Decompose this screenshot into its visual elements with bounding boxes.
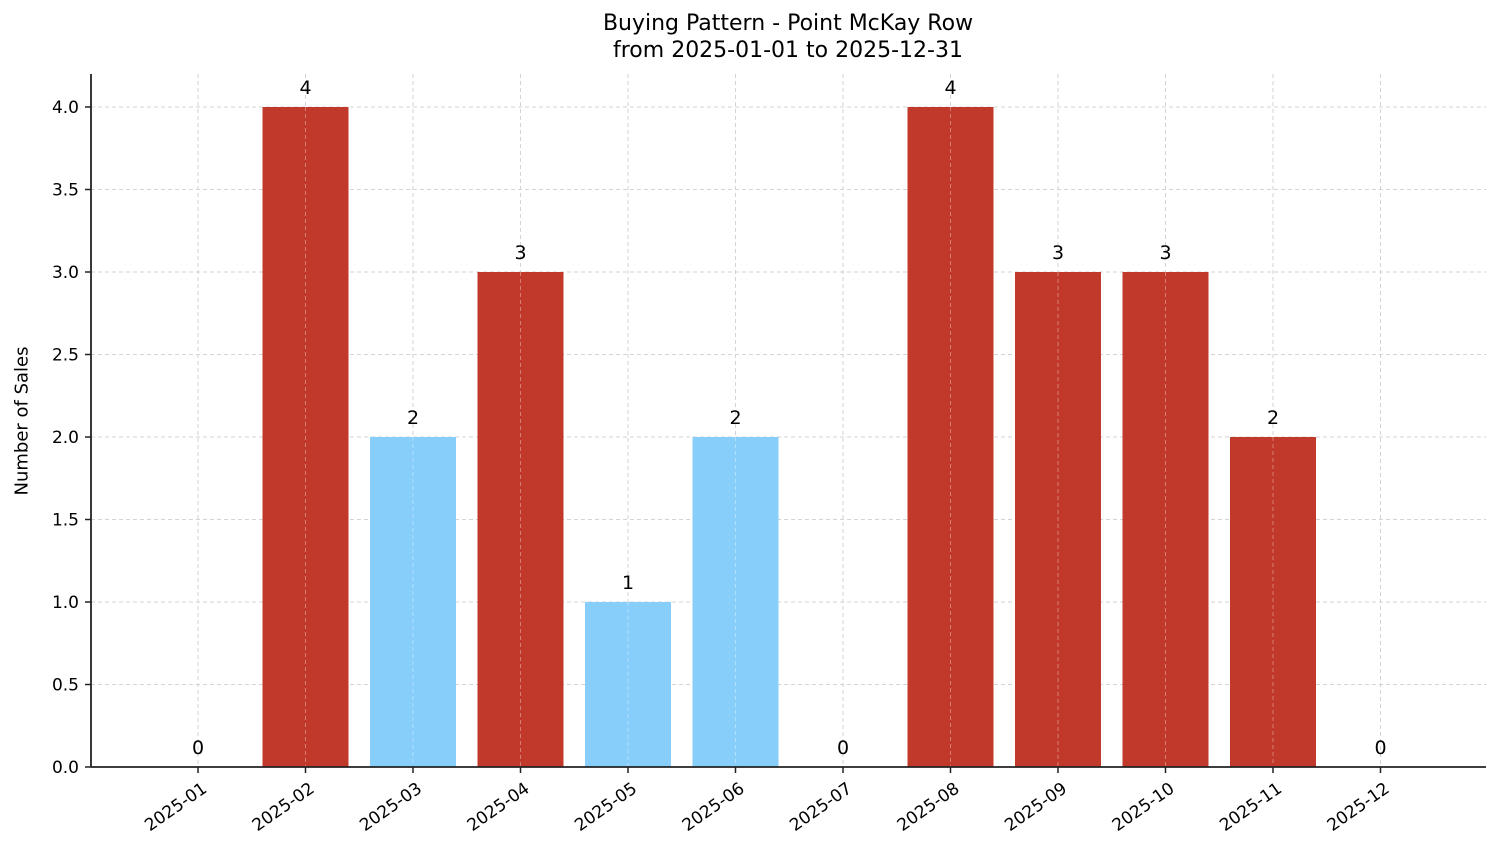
x-tick-label: 2025-10 — [1109, 779, 1179, 836]
bar — [1230, 437, 1316, 767]
bar-value-label: 2 — [1267, 407, 1279, 429]
y-tick-label: 3.5 — [52, 181, 79, 201]
x-tick-label: 2025-09 — [1001, 779, 1071, 836]
bar — [692, 437, 779, 767]
bar-value-label: 4 — [944, 77, 956, 99]
bar-value-label: 3 — [1159, 242, 1171, 264]
chart-subtitle: from 2025-01-01 to 2025-12-31 — [613, 38, 963, 63]
x-tick-label: 2025-08 — [894, 779, 964, 836]
y-tick-label: 1.5 — [52, 511, 79, 531]
chart-title: Buying Pattern - Point McKay Row from 20… — [0, 10, 1501, 64]
bar — [1015, 272, 1101, 767]
x-tick-label: 2025-06 — [679, 779, 749, 836]
x-tick-label: 2025-11 — [1216, 779, 1286, 836]
chart-title-line1: Buying Pattern - Point McKay Row — [602, 11, 974, 36]
bar-value-label: 2 — [407, 407, 419, 429]
bar — [477, 272, 564, 767]
bar — [1122, 272, 1209, 767]
x-tick-label: 2025-12 — [1324, 779, 1394, 836]
y-tick-label: 3.0 — [52, 263, 79, 283]
y-tick-label: 0.0 — [52, 758, 79, 778]
x-tick-label: 2025-02 — [249, 779, 319, 836]
y-tick-label: 2.0 — [52, 428, 79, 448]
bar-value-label: 3 — [1052, 242, 1064, 264]
x-tick-label: 2025-07 — [786, 779, 856, 836]
bar — [370, 437, 456, 767]
bar-value-label: 0 — [1374, 737, 1386, 759]
y-tick-label: 1.0 — [52, 593, 79, 613]
x-tick-label: 2025-04 — [464, 779, 534, 836]
bar-value-label: 2 — [729, 407, 741, 429]
bar — [262, 107, 349, 767]
y-tick-label: 0.5 — [52, 676, 79, 696]
bar — [585, 602, 671, 767]
bar — [907, 107, 994, 767]
bar-value-label: 4 — [299, 77, 311, 99]
x-tick-label: 2025-01 — [141, 779, 211, 836]
bar-value-label: 0 — [192, 737, 204, 759]
bar-value-label: 3 — [514, 242, 526, 264]
bar-value-label: 0 — [837, 737, 849, 759]
y-tick-label: 4.0 — [52, 98, 79, 118]
x-tick-label: 2025-05 — [571, 779, 641, 836]
x-tick-label: 2025-03 — [356, 779, 426, 836]
y-tick-label: 2.5 — [52, 346, 79, 366]
bar-value-label: 1 — [622, 572, 634, 594]
